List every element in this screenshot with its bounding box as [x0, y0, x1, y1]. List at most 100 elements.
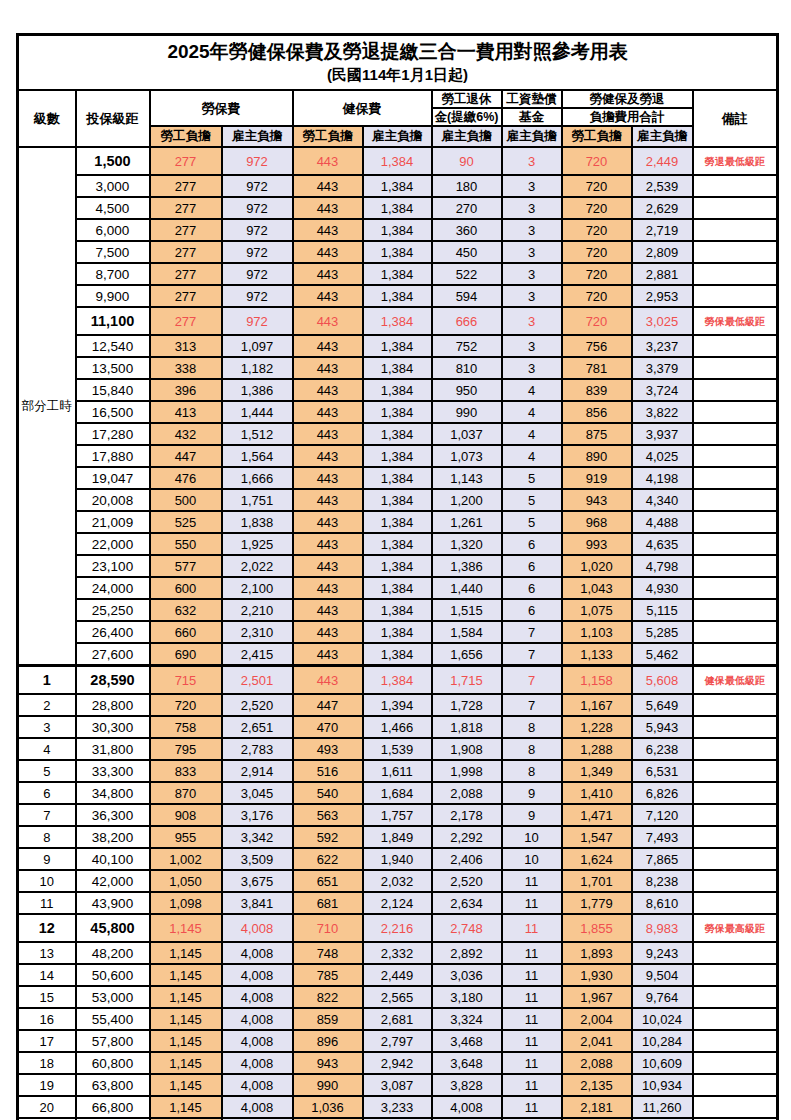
pension-employer-cell: 1,200: [432, 489, 502, 511]
pension-employer-cell: 950: [432, 379, 502, 401]
labor-employee-cell: 1,145: [150, 986, 222, 1008]
labor-employee-cell: 715: [150, 666, 222, 695]
health-employee-cell: 822: [293, 986, 363, 1008]
labor-employer-cell: 2,783: [222, 738, 293, 760]
total-employer-cell: 8,983: [632, 914, 693, 942]
table-row: 1963,8001,1454,0089903,0873,828112,13510…: [18, 1074, 778, 1096]
health-employee-cell: 896: [293, 1030, 363, 1052]
table-row: 128,5907152,5014431,3841,71571,1585,608健…: [18, 666, 778, 695]
health-employer-cell: 2,032: [363, 870, 432, 892]
table-row: 27,6006902,4154431,3841,65671,1335,462: [18, 643, 778, 666]
total-employee-cell: 1,075: [562, 599, 632, 621]
bracket-cell: 25,250: [76, 599, 150, 621]
wage-fund-employer-cell: 11: [502, 942, 562, 964]
total-employee-cell: 2,041: [562, 1030, 632, 1052]
health-employer-cell: 1,384: [363, 175, 432, 197]
pension-employer-cell: 1,818: [432, 716, 502, 738]
total-employer-cell: 9,504: [632, 964, 693, 986]
health-employee-cell: 516: [293, 760, 363, 782]
wage-fund-employer-cell: 3: [502, 357, 562, 379]
health-employee-cell: 493: [293, 738, 363, 760]
pension-employer-cell: 2,406: [432, 848, 502, 870]
health-employer-cell: 3,233: [363, 1096, 432, 1118]
bracket-cell: 40,100: [76, 848, 150, 870]
labor-employee-cell: 500: [150, 489, 222, 511]
total-employer-cell: 5,649: [632, 694, 693, 716]
health-employer-cell: 1,384: [363, 241, 432, 263]
total-employer-cell: 3,822: [632, 401, 693, 423]
pension-employer-cell: 1,656: [432, 643, 502, 666]
pension-employer-cell: 1,908: [432, 738, 502, 760]
pension-employer-cell: 1,515: [432, 599, 502, 621]
wage-fund-employer-cell: 3: [502, 335, 562, 357]
col-header-wage-fund-line1: 工資墊償: [502, 90, 562, 108]
table-row: 17,8804471,5644431,3841,07348904,025: [18, 445, 778, 467]
col-header-labor-insurance: 勞保費: [150, 90, 293, 126]
pension-employer-cell: 3,036: [432, 964, 502, 986]
total-employer-cell: 4,198: [632, 467, 693, 489]
level-cell: 3: [18, 716, 76, 738]
health-employee-cell: 990: [293, 1074, 363, 1096]
bracket-cell: 24,000: [76, 577, 150, 599]
reference-table-page: 2025年勞健保保費及勞退提繳三合一費用對照參考用表 (民國114年1月1日起)…: [0, 0, 791, 1120]
wage-fund-employer-cell: 10: [502, 848, 562, 870]
bracket-cell: 6,000: [76, 219, 150, 241]
table-row: 17,2804321,5124431,3841,03748753,937: [18, 423, 778, 445]
pension-employer-cell: 2,292: [432, 826, 502, 848]
remark-cell: [693, 401, 778, 423]
total-employer-cell: 5,943: [632, 716, 693, 738]
remark-cell: [693, 826, 778, 848]
level-cell: 8: [18, 826, 76, 848]
table-row: 26,4006602,3104431,3841,58471,1035,285: [18, 621, 778, 643]
bracket-cell: 43,900: [76, 892, 150, 914]
level-cell: 12: [18, 914, 76, 942]
remark-cell: 勞退最低級距: [693, 147, 778, 175]
labor-employee-cell: 277: [150, 285, 222, 307]
total-employer-cell: 3,724: [632, 379, 693, 401]
health-employee-cell: 443: [293, 467, 363, 489]
total-employee-cell: 2,004: [562, 1008, 632, 1030]
remark-cell: [693, 1096, 778, 1118]
col-header-level: 級數: [18, 90, 76, 147]
health-employee-cell: 443: [293, 219, 363, 241]
bracket-cell: 28,800: [76, 694, 150, 716]
table-row: 838,2009553,3425921,8492,292101,5477,493: [18, 826, 778, 848]
health-employee-cell: 563: [293, 804, 363, 826]
pension-employer-cell: 1,728: [432, 694, 502, 716]
health-employee-cell: 443: [293, 307, 363, 335]
remark-cell: [693, 643, 778, 666]
labor-employee-cell: 1,145: [150, 1052, 222, 1074]
col-header-wage-fund-line2: 基金: [502, 108, 562, 126]
remark-cell: [693, 804, 778, 826]
remark-cell: [693, 533, 778, 555]
total-employer-cell: 2,449: [632, 147, 693, 175]
remark-cell: [693, 870, 778, 892]
total-employer-cell: 4,798: [632, 555, 693, 577]
remark-cell: [693, 357, 778, 379]
health-employee-cell: 443: [293, 423, 363, 445]
col-header-total-line1: 勞健保及勞退: [562, 90, 693, 108]
health-employee-cell: 443: [293, 175, 363, 197]
labor-employer-cell: 3,045: [222, 782, 293, 804]
total-employee-cell: 1,967: [562, 986, 632, 1008]
remark-cell: [693, 379, 778, 401]
wage-fund-employer-cell: 6: [502, 599, 562, 621]
health-employer-cell: 1,394: [363, 694, 432, 716]
table-row: 1143,9001,0983,8416812,1242,634111,7798,…: [18, 892, 778, 914]
total-employer-cell: 8,238: [632, 870, 693, 892]
remark-cell: [693, 782, 778, 804]
bracket-cell: 22,000: [76, 533, 150, 555]
labor-employer-cell: 1,666: [222, 467, 293, 489]
total-employee-cell: 875: [562, 423, 632, 445]
health-employee-cell: 447: [293, 694, 363, 716]
remark-cell: [693, 964, 778, 986]
health-employer-cell: 1,384: [363, 307, 432, 335]
total-employer-cell: 4,340: [632, 489, 693, 511]
health-employee-cell: 443: [293, 621, 363, 643]
labor-employer-cell: 3,841: [222, 892, 293, 914]
total-employee-cell: 720: [562, 285, 632, 307]
labor-employee-cell: 908: [150, 804, 222, 826]
wage-fund-employer-cell: 11: [502, 870, 562, 892]
health-employer-cell: 1,757: [363, 804, 432, 826]
total-employee-cell: 1,855: [562, 914, 632, 942]
